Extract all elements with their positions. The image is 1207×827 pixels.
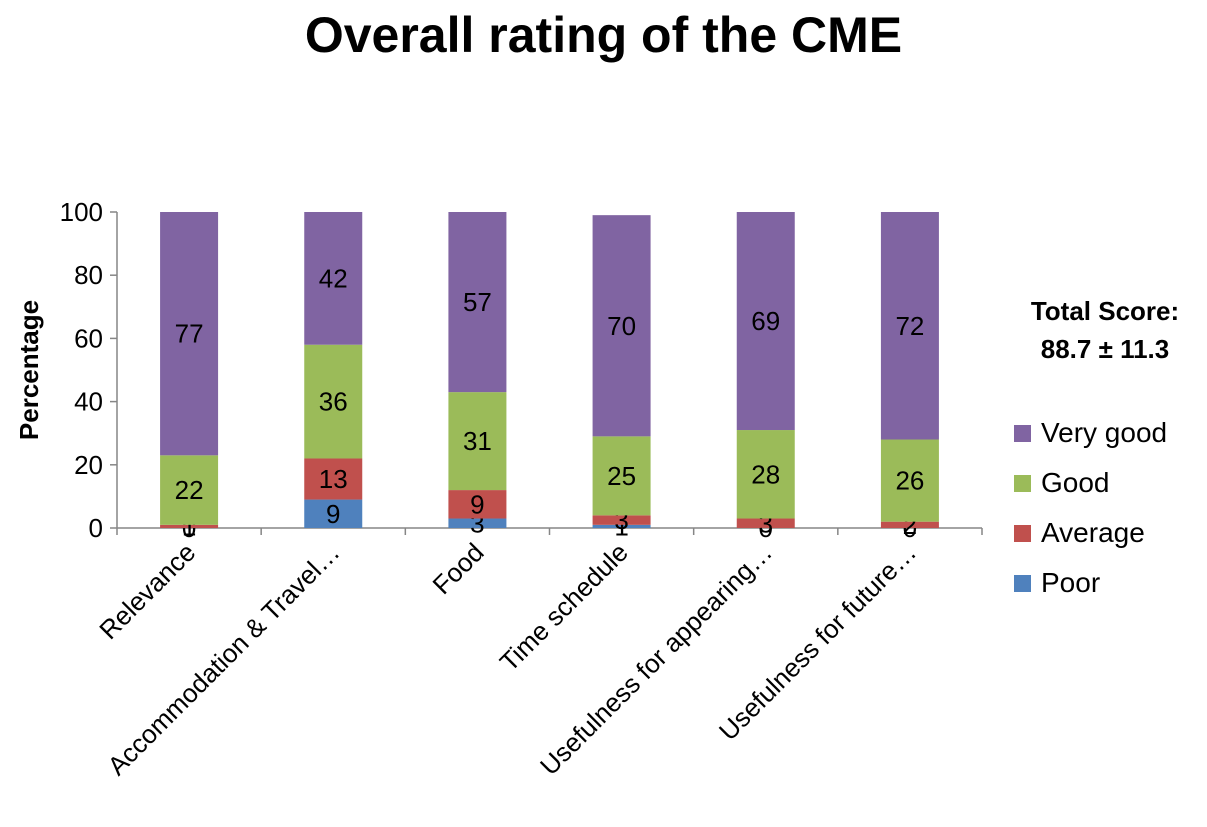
- bar-good: [304, 344, 363, 459]
- data-label: 57: [463, 287, 492, 317]
- bar-very-good: [592, 215, 651, 437]
- x-tick-label: Usefulness for appearing…: [534, 537, 778, 781]
- legend-item: Average: [1014, 508, 1167, 558]
- bar-average: [304, 458, 363, 500]
- bar-average: [592, 515, 651, 525]
- legend-swatch: [1014, 574, 1031, 592]
- legend-label: Average: [1041, 517, 1145, 548]
- y-tick-label: 60: [74, 323, 103, 353]
- total-score-label: Total Score:: [1030, 296, 1180, 326]
- y-axis-label: Percentage: [14, 300, 44, 440]
- bar-good: [592, 436, 651, 516]
- legend: Very good Good Average Poor: [1014, 408, 1167, 608]
- data-label: 13: [319, 464, 348, 494]
- bar-poor: [304, 499, 363, 528]
- total-score-annotation: Total Score: 88.7 ± 11.3: [1010, 292, 1200, 368]
- bar-poor: [448, 518, 507, 528]
- x-tick-label: Time schedule: [494, 537, 634, 677]
- bar-good: [448, 392, 507, 491]
- x-tick-label: Food: [427, 537, 490, 600]
- y-tick-label: 20: [74, 450, 103, 480]
- data-label: 42: [319, 263, 348, 293]
- bar-average: [160, 524, 219, 528]
- data-label: 77: [175, 319, 204, 349]
- bar-poor: [592, 524, 651, 528]
- y-tick-label: 0: [89, 513, 103, 543]
- data-label: 22: [175, 475, 204, 505]
- data-label: 26: [895, 466, 924, 496]
- legend-item: Poor: [1014, 558, 1167, 608]
- legend-swatch: [1014, 424, 1031, 442]
- data-label: 9: [326, 499, 340, 529]
- bar-very-good: [880, 212, 939, 440]
- bar-very-good: [736, 212, 795, 431]
- legend-item: Very good: [1014, 408, 1167, 458]
- legend-label: Very good: [1041, 417, 1168, 448]
- legend-label: Poor: [1041, 567, 1101, 598]
- x-tick-label: Relevance: [93, 537, 201, 645]
- data-label: 9: [470, 489, 484, 519]
- bar-very-good: [160, 212, 219, 456]
- data-label: 69: [751, 306, 780, 336]
- bar-average: [448, 490, 507, 519]
- data-label: 70: [607, 311, 636, 341]
- data-label: 28: [751, 459, 780, 489]
- bar-very-good: [448, 212, 507, 393]
- bar-average: [880, 521, 939, 528]
- data-label: 25: [607, 461, 636, 491]
- data-label: 31: [463, 426, 492, 456]
- data-label: 36: [319, 387, 348, 417]
- bar-very-good: [304, 212, 363, 345]
- data-label: 72: [895, 311, 924, 341]
- bar-good: [736, 430, 795, 519]
- x-tick-label: Accommodation & Travel…: [102, 537, 346, 781]
- total-score-value: 88.7 ± 11.3: [1040, 334, 1170, 364]
- bar-good: [160, 455, 219, 525]
- chart-title: Overall rating of the CME: [304, 7, 903, 63]
- bar-good: [880, 439, 939, 522]
- legend-label: Good: [1041, 467, 1110, 498]
- legend-swatch: [1014, 474, 1031, 492]
- y-tick-label: 100: [60, 197, 103, 227]
- y-tick-label: 40: [74, 387, 103, 417]
- y-tick-label: 80: [74, 260, 103, 290]
- legend-item: Good: [1014, 458, 1167, 508]
- bar-average: [736, 518, 795, 528]
- legend-swatch: [1014, 524, 1031, 542]
